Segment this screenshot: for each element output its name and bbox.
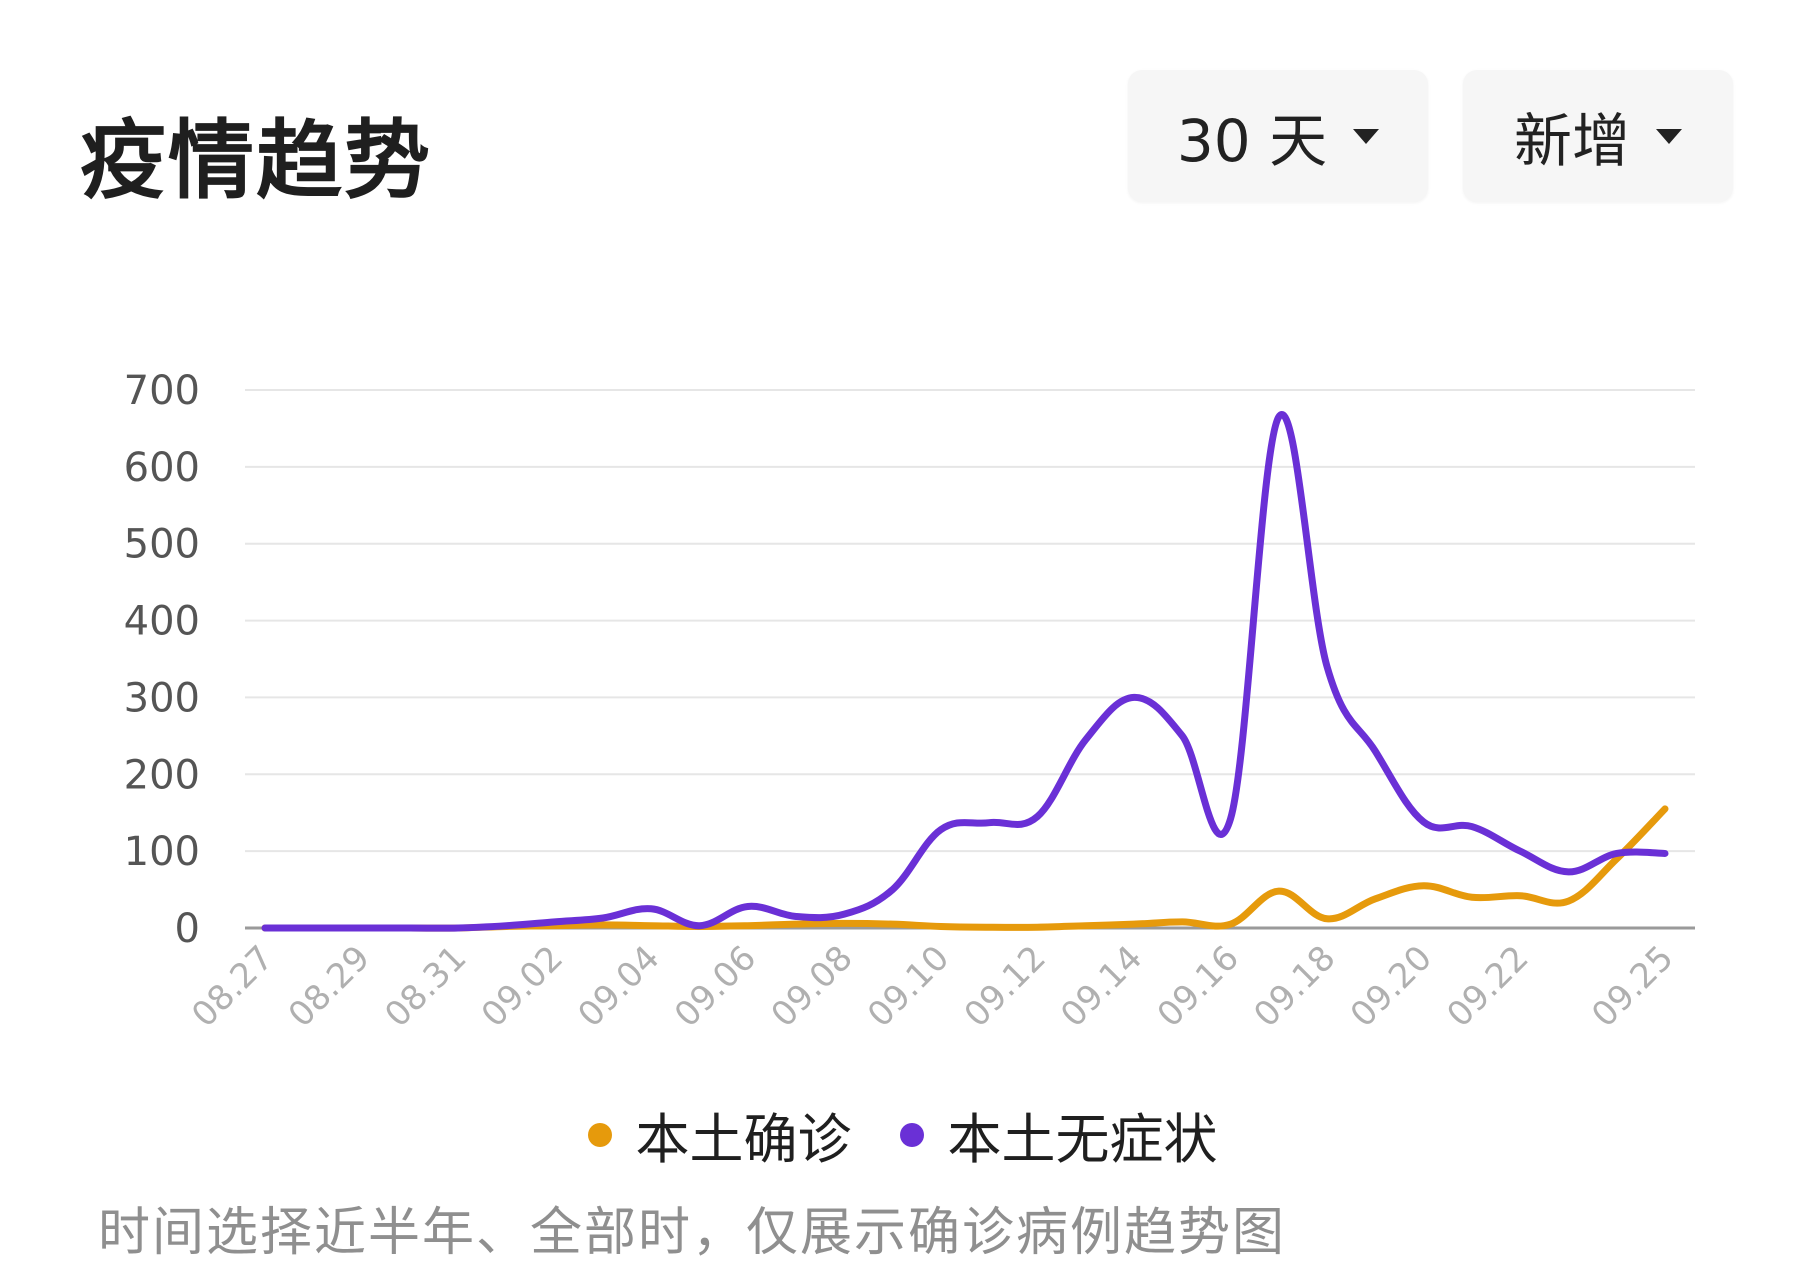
page-title: 疫情趋势 <box>80 111 432 211</box>
y-tick-label: 700 <box>124 368 200 414</box>
time-range-label: 30 天 <box>1176 107 1328 175</box>
y-tick-label: 300 <box>124 675 200 721</box>
x-tick-label: 09.22 <box>1439 938 1536 1035</box>
footer-note: 时间选择近半年、全部时，仅展示确诊病例趋势图 <box>98 1203 1287 1263</box>
x-tick-label: 09.25 <box>1584 938 1681 1035</box>
y-tick-label: 600 <box>124 445 200 491</box>
y-tick-label: 500 <box>124 522 200 568</box>
x-tick-label: 09.02 <box>474 938 571 1035</box>
legend-item-asymptomatic[interactable]: 本土无症状 <box>899 1095 1218 1174</box>
x-tick-label: 09.16 <box>1150 938 1247 1035</box>
legend-label-confirmed: 本土确诊 <box>635 1108 852 1171</box>
x-tick-label: 09.20 <box>1343 938 1440 1035</box>
legend-dot-asymptomatic <box>899 1122 924 1147</box>
data-type-label: 新增 <box>1513 107 1630 175</box>
x-tick-label: 08.29 <box>281 938 378 1035</box>
x-tick-label: 09.18 <box>1246 938 1343 1035</box>
y-tick-label: 200 <box>124 752 200 798</box>
caret-down-icon <box>1353 128 1380 144</box>
x-tick-label: 09.08 <box>764 938 861 1035</box>
legend-dot-confirmed <box>587 1122 612 1147</box>
chart-legend: 本土确诊 本土无症状 <box>0 1095 1805 1174</box>
time-range-dropdown[interactable]: 30 天 <box>1128 70 1428 202</box>
x-tick-label: 08.31 <box>377 938 474 1035</box>
x-tick-label: 09.14 <box>1053 938 1150 1035</box>
y-tick-label: 100 <box>124 829 200 875</box>
y-tick-label: 0 <box>175 906 200 952</box>
x-tick-label: 09.12 <box>957 938 1054 1035</box>
legend-item-confirmed[interactable]: 本土确诊 <box>587 1095 852 1174</box>
series-line-asymptomatic <box>261 411 1669 932</box>
x-tick-label: 08.27 <box>184 938 281 1035</box>
x-tick-label: 09.04 <box>570 938 667 1035</box>
caret-down-icon <box>1656 128 1682 144</box>
legend-label-asymptomatic: 本土无症状 <box>947 1108 1218 1171</box>
x-tick-label: 09.06 <box>667 938 764 1035</box>
x-tick-label: 09.10 <box>860 938 957 1035</box>
data-type-dropdown[interactable]: 新增 <box>1463 70 1733 202</box>
y-tick-label: 400 <box>124 599 200 645</box>
